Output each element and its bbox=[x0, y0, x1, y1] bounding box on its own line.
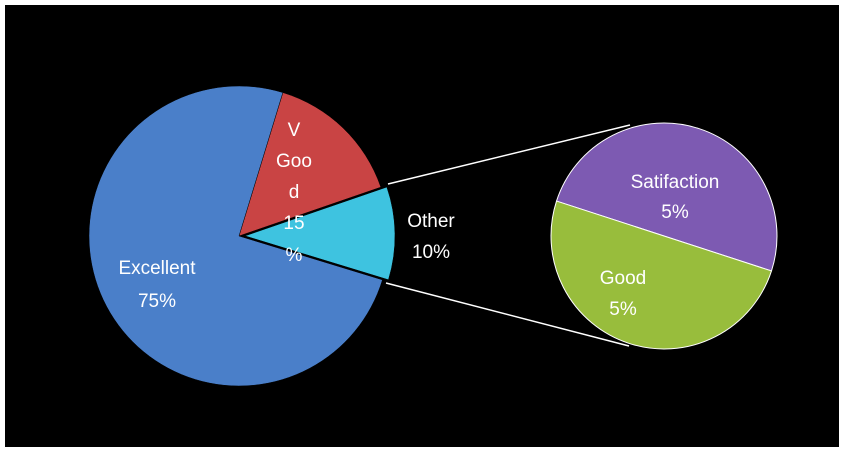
label-excellent-name: Excellent bbox=[118, 258, 196, 279]
slice-satifaction bbox=[555, 122, 778, 272]
label-vgood-line4: 15 bbox=[283, 213, 304, 234]
label-good-value: 5% bbox=[609, 299, 637, 320]
label-vgood-line2: Goo bbox=[276, 151, 312, 172]
connector-line-top bbox=[387, 124, 631, 185]
label-other-name: Other bbox=[407, 211, 455, 232]
chart-area: Excellent 75% V Goo d 15 % Other 10% Sat… bbox=[5, 5, 839, 447]
main-pie bbox=[88, 85, 396, 387]
data-labels: Excellent 75% V Goo d 15 % Other 10% Sat… bbox=[118, 120, 719, 320]
slice-excellent bbox=[88, 85, 383, 387]
connector-lines bbox=[385, 124, 631, 347]
slice-vgood bbox=[238, 92, 382, 237]
secondary-pie bbox=[550, 122, 778, 350]
slice-other bbox=[244, 186, 396, 281]
label-satifaction-value: 5% bbox=[661, 202, 689, 223]
slice-good bbox=[550, 200, 773, 350]
label-vgood-line1: V bbox=[288, 120, 301, 141]
label-vgood-line5: % bbox=[286, 245, 303, 266]
label-excellent-value: 75% bbox=[138, 291, 176, 312]
label-vgood-line3: d bbox=[289, 182, 300, 203]
label-other-value: 10% bbox=[412, 242, 450, 263]
connector-line-bottom bbox=[385, 282, 630, 347]
label-satifaction-name: Satifaction bbox=[631, 172, 720, 193]
label-good-name: Good bbox=[600, 268, 646, 289]
pie-of-pie-chart: Excellent 75% V Goo d 15 % Other 10% Sat… bbox=[88, 85, 778, 387]
